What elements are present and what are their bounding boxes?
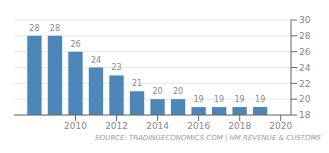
svg-text:28: 28: [50, 24, 60, 33]
svg-text:2018: 2018: [228, 121, 251, 131]
svg-text:30: 30: [299, 15, 311, 25]
svg-text:22: 22: [299, 79, 310, 89]
html-text:SOURCE: TRADINGECONOMICS.COM |: SOURCE: TRADINGECONOMICS.COM | HM REVENU…: [95, 134, 321, 142]
svg-text:21: 21: [132, 79, 142, 88]
svg-text:20: 20: [173, 87, 183, 96]
svg-text:26: 26: [299, 47, 311, 57]
svg-text:28: 28: [29, 24, 39, 33]
svg-text:20: 20: [152, 87, 162, 96]
svg-text:24: 24: [91, 56, 101, 65]
svg-text:23: 23: [111, 63, 121, 72]
svg-text:28: 28: [299, 31, 311, 41]
svg-text:24: 24: [299, 63, 311, 73]
svg-text:19: 19: [255, 95, 265, 104]
svg-text:26: 26: [70, 40, 80, 49]
svg-text:2020: 2020: [269, 121, 292, 131]
svg-text:2014: 2014: [146, 121, 169, 131]
svg-text:20: 20: [299, 94, 311, 104]
svg-text:2010: 2010: [64, 121, 87, 131]
svg-text:19: 19: [214, 95, 224, 104]
svg-text:18: 18: [299, 110, 311, 120]
svg-text:2012: 2012: [105, 121, 128, 131]
svg-text:19: 19: [235, 95, 245, 104]
svg-text:2016: 2016: [187, 121, 210, 131]
svg-text:19: 19: [193, 95, 203, 104]
